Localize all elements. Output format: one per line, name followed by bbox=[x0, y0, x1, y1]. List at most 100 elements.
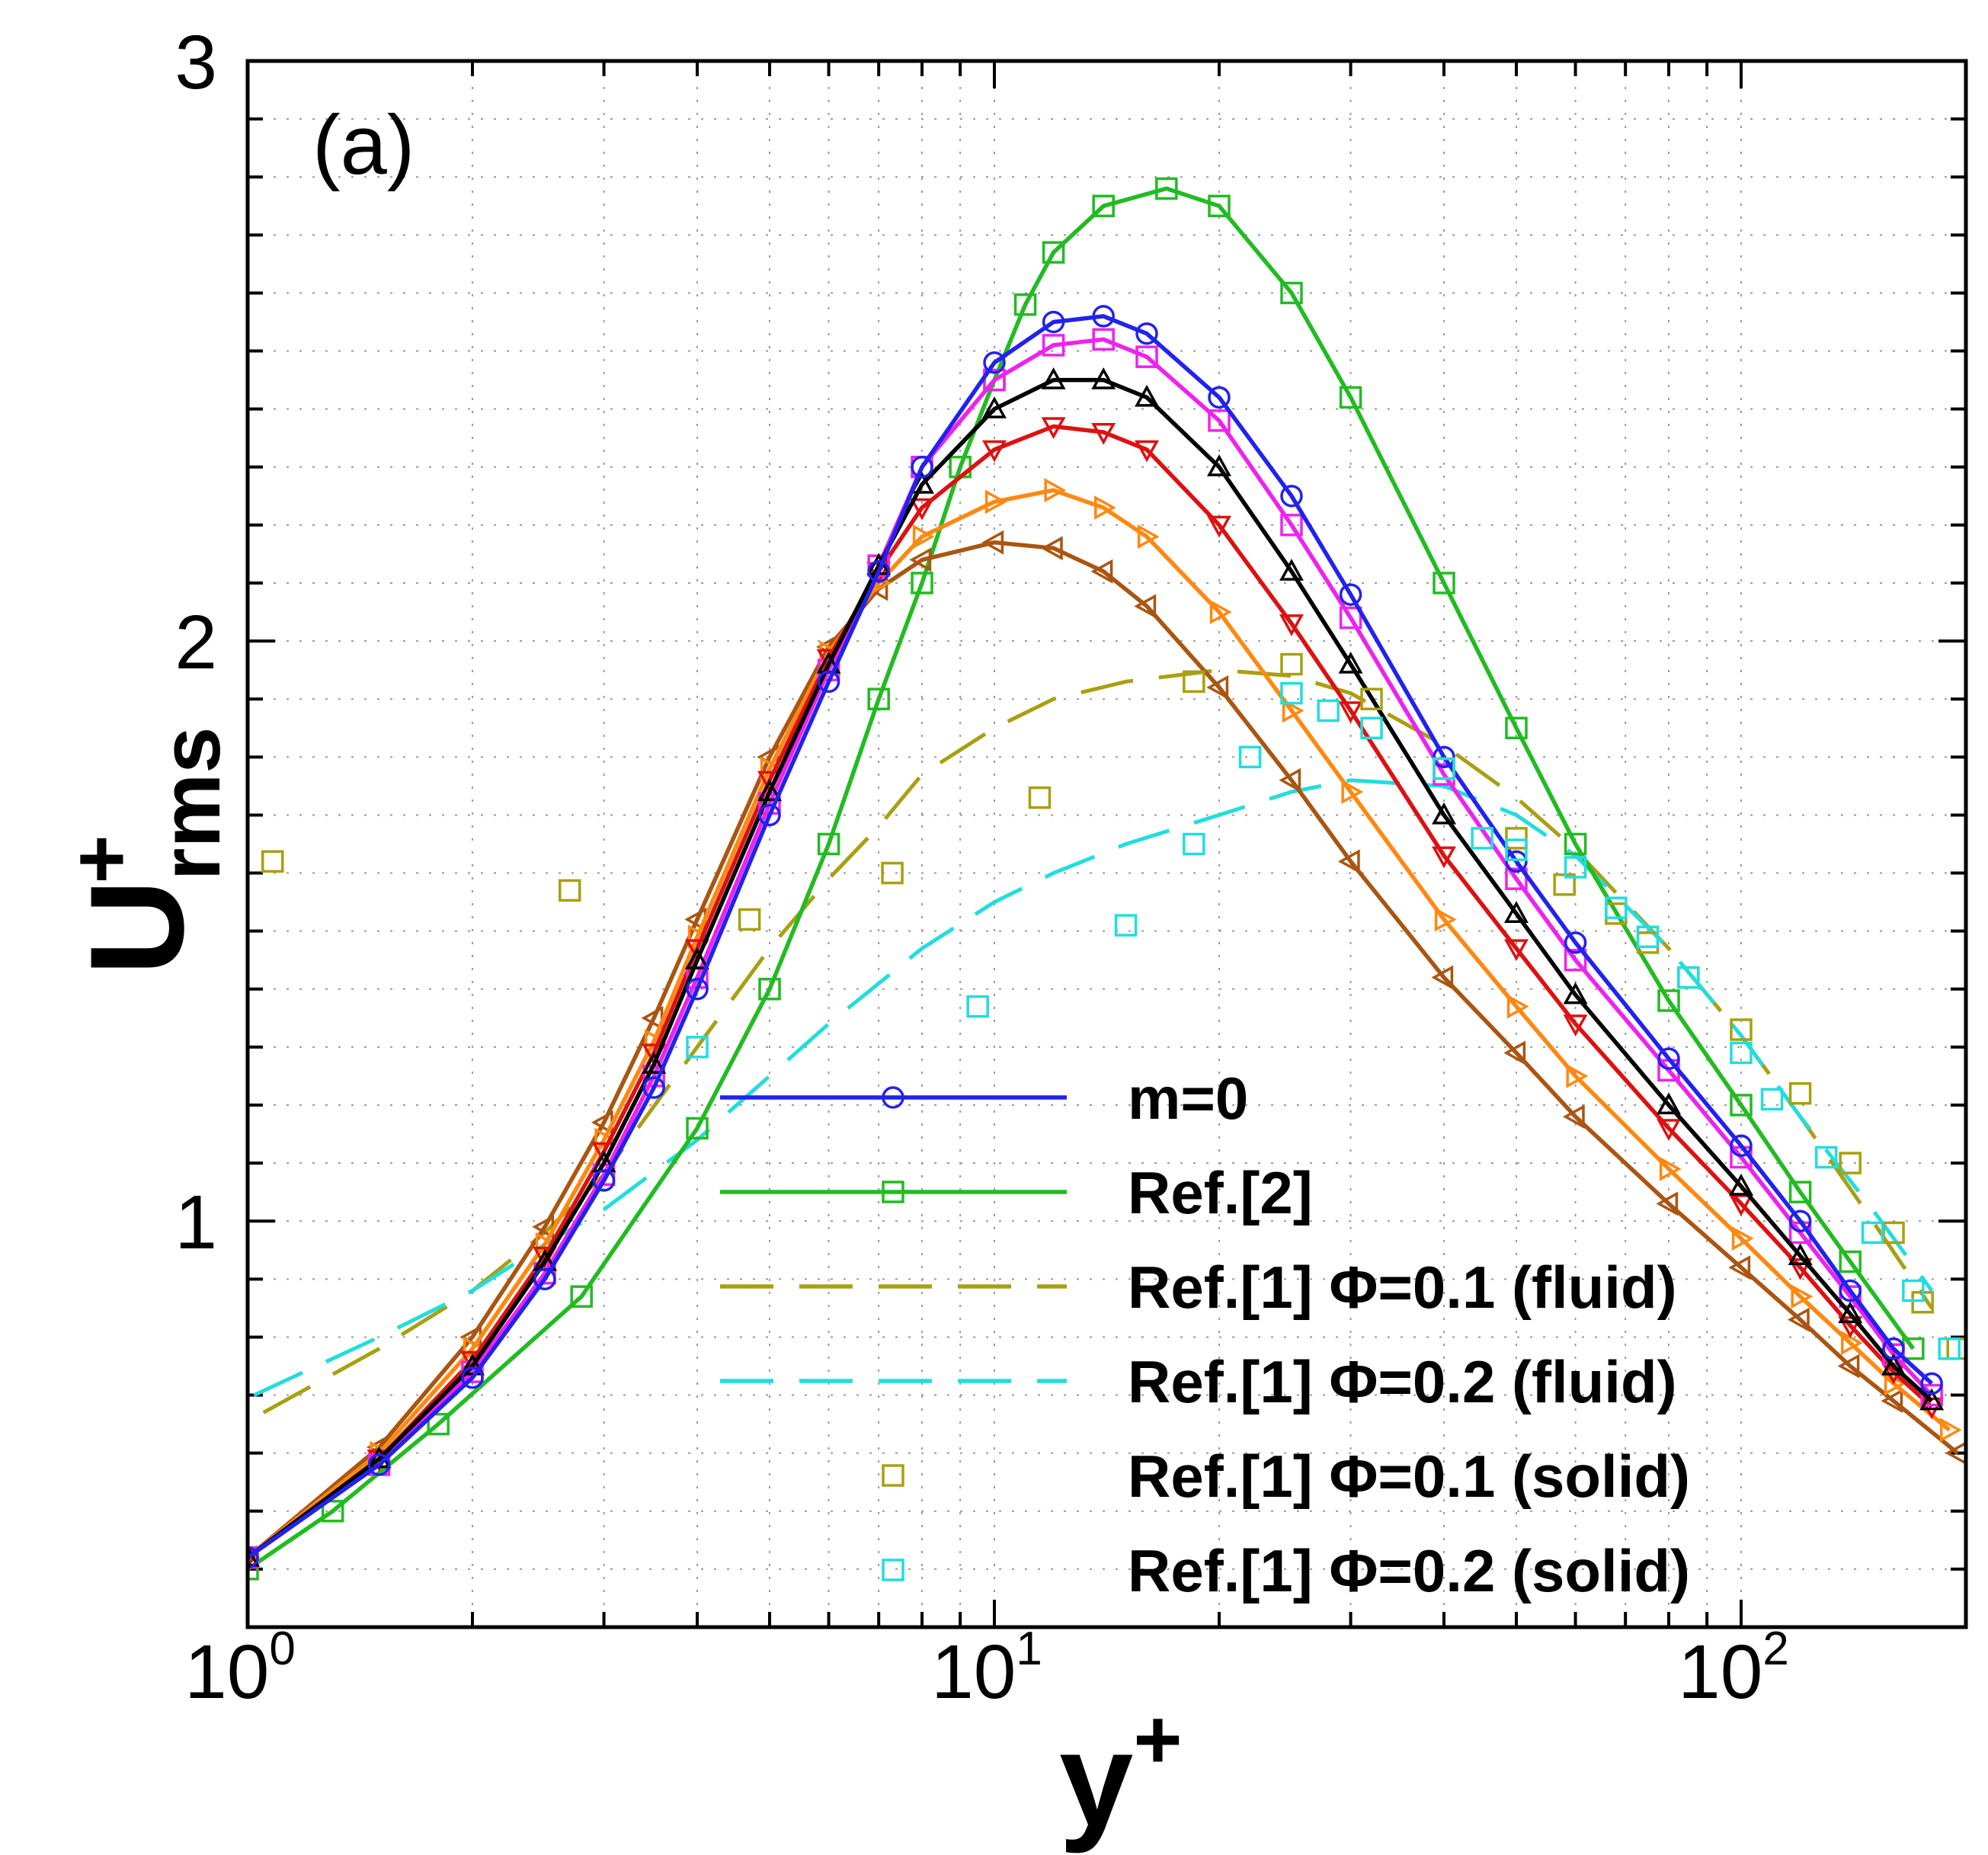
data-point bbox=[1881, 1353, 1906, 1376]
data-point bbox=[758, 978, 781, 1001]
data-point bbox=[592, 1169, 616, 1192]
data-point bbox=[1760, 1088, 1784, 1111]
data-point bbox=[817, 670, 840, 694]
data-point bbox=[1791, 1284, 1814, 1309]
legend-label: Ref.[1] Φ=0.2 (fluid) bbox=[1128, 1348, 1677, 1415]
data-point bbox=[1881, 1389, 1903, 1414]
data-point bbox=[1730, 1041, 1753, 1065]
data-point bbox=[1563, 1014, 1588, 1037]
y-axis-label-main: U bbox=[63, 879, 212, 976]
data-point bbox=[867, 560, 890, 583]
data-point bbox=[1279, 614, 1304, 636]
data-point bbox=[1505, 827, 1528, 850]
x-tick-label: 100 bbox=[184, 1623, 296, 1715]
x-tick-label: 102 bbox=[1678, 1623, 1789, 1715]
data-point bbox=[1432, 846, 1456, 869]
data-point bbox=[983, 351, 1006, 374]
data-point bbox=[1339, 386, 1362, 409]
series-m-series-black bbox=[248, 367, 1945, 1567]
data-point bbox=[1788, 1243, 1813, 1266]
y-axis-label-sub: rms bbox=[144, 727, 238, 881]
data-point bbox=[1041, 367, 1066, 389]
data-point bbox=[1431, 965, 1454, 990]
data-point bbox=[1657, 989, 1680, 1012]
data-point bbox=[1505, 867, 1528, 890]
data-point bbox=[1044, 478, 1067, 503]
y-axis-label: U+rms bbox=[54, 727, 238, 976]
series-line bbox=[248, 314, 1934, 1559]
data-point bbox=[1042, 241, 1065, 264]
data-point bbox=[1042, 334, 1065, 357]
data-point bbox=[1360, 687, 1383, 710]
data-point bbox=[686, 978, 709, 1001]
data-point bbox=[1280, 281, 1303, 305]
data-point bbox=[1090, 559, 1113, 584]
data-point bbox=[1506, 994, 1529, 1019]
data-point bbox=[911, 456, 933, 479]
data-point bbox=[1636, 925, 1660, 949]
data-point bbox=[1135, 384, 1160, 407]
y-tick-label: 1 bbox=[174, 1180, 217, 1265]
data-point bbox=[1920, 1372, 1943, 1395]
legend-label: Ref.[2] bbox=[1128, 1159, 1313, 1226]
series-line bbox=[248, 337, 1934, 1559]
data-point bbox=[1839, 1250, 1862, 1274]
legend-marker bbox=[882, 1559, 904, 1581]
data-point bbox=[570, 1285, 593, 1308]
data-point bbox=[1091, 422, 1116, 445]
data-point bbox=[686, 1036, 709, 1059]
legend-entry: Ref.[1] Φ=0.1 (fluid) bbox=[720, 1254, 1677, 1321]
y-tick-label: 2 bbox=[174, 600, 217, 685]
series-m-series-brown bbox=[248, 530, 1966, 1570]
data-point bbox=[1837, 1354, 1860, 1379]
series-m-0 bbox=[248, 305, 1943, 1569]
data-point bbox=[1094, 495, 1116, 521]
data-point bbox=[1279, 559, 1304, 581]
legend-entry: Ref.[1] Φ=0.1 (solid) bbox=[882, 1443, 1690, 1510]
legend-label: Ref.[1] Φ=0.1 (solid) bbox=[1128, 1443, 1690, 1510]
data-point bbox=[685, 947, 709, 969]
data-point bbox=[1360, 716, 1383, 740]
series-line bbox=[248, 186, 1916, 1571]
data-point bbox=[1433, 745, 1455, 769]
data-point bbox=[1564, 948, 1587, 972]
data-point bbox=[1730, 1094, 1753, 1117]
data-point bbox=[1114, 914, 1138, 937]
legend: m=0 Ref.[2] Ref.[1] Φ=0.1 (fluid) Ref.[1] Φ… bbox=[720, 1065, 1690, 1604]
series-line bbox=[248, 424, 1934, 1559]
data-point bbox=[1280, 652, 1303, 676]
legend-entry: m=0 bbox=[720, 1065, 1248, 1132]
data-point bbox=[1657, 1119, 1681, 1142]
legend-label: Ref.[1] Φ=0.2 (solid) bbox=[1128, 1537, 1690, 1604]
data-point bbox=[911, 572, 933, 594]
data-point bbox=[427, 1412, 450, 1436]
data-point bbox=[1280, 514, 1303, 537]
panel-label: (a) bbox=[312, 98, 415, 192]
data-point bbox=[1841, 1331, 1863, 1356]
data-point bbox=[1238, 745, 1262, 769]
series-line bbox=[248, 377, 1934, 1559]
data-point bbox=[981, 530, 1004, 555]
legend-entry: Ref.[1] Φ=0.2 (fluid) bbox=[720, 1348, 1677, 1415]
data-point bbox=[1788, 1082, 1812, 1105]
y-axis-label-sup: + bbox=[54, 835, 148, 883]
data-point bbox=[1505, 716, 1528, 740]
data-point bbox=[817, 832, 840, 856]
data-point bbox=[1279, 767, 1301, 793]
data-point bbox=[1503, 1040, 1526, 1065]
data-point bbox=[1919, 1388, 1945, 1411]
data-point bbox=[558, 879, 581, 902]
data-point bbox=[460, 1353, 485, 1376]
data-point bbox=[1839, 1279, 1862, 1302]
data-point bbox=[1134, 594, 1157, 619]
data-point bbox=[909, 547, 932, 572]
x-axis-label-main: y bbox=[1059, 1706, 1133, 1854]
data-point bbox=[1564, 856, 1587, 879]
data-point bbox=[1659, 1156, 1682, 1181]
data-point bbox=[1605, 896, 1628, 919]
data-point bbox=[1730, 1018, 1753, 1041]
data-point bbox=[881, 861, 904, 885]
x-axis-label-sup: + bbox=[1133, 1693, 1182, 1786]
data-point bbox=[1433, 757, 1455, 780]
